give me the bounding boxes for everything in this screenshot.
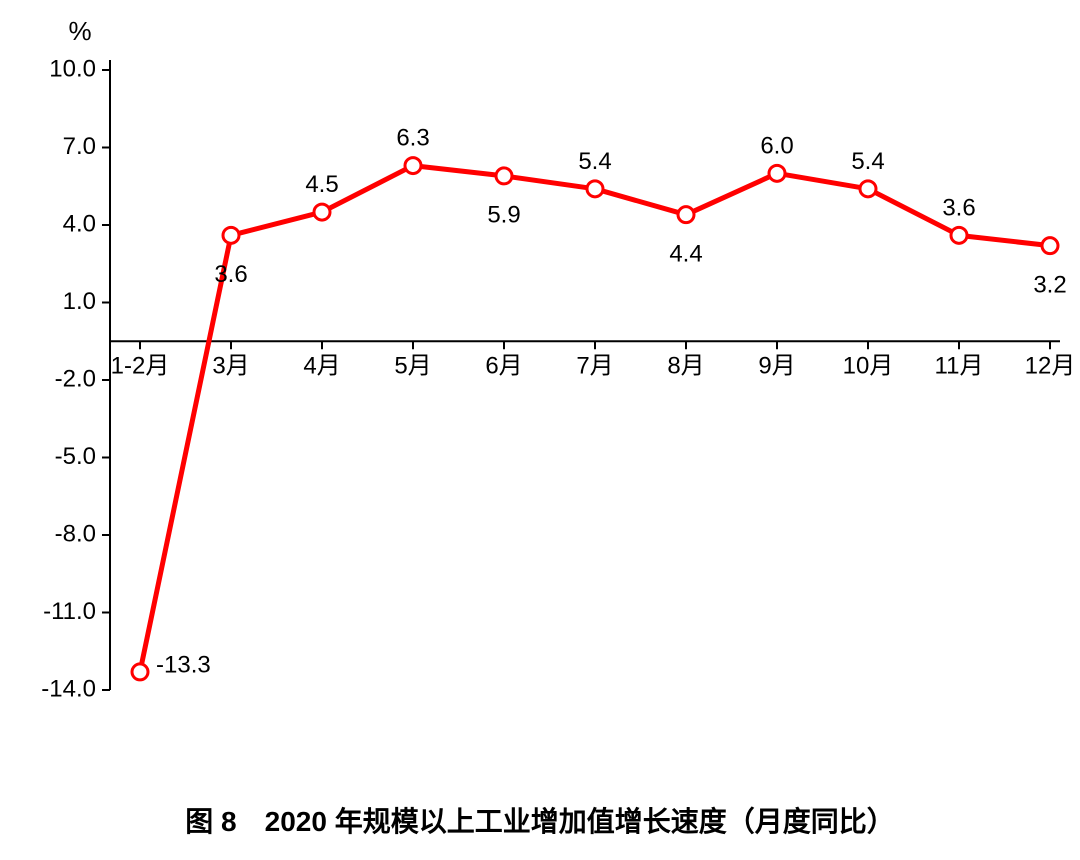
value-label: 6.3: [396, 125, 429, 152]
x-tick-label: 3月: [212, 352, 249, 379]
value-label: 3.2: [1033, 271, 1066, 298]
y-tick-label: -14.0: [41, 675, 96, 702]
x-tick-label: 6月: [485, 352, 522, 379]
y-tick-label: 1.0: [63, 288, 96, 315]
data-marker: [132, 664, 148, 680]
data-marker: [860, 181, 876, 197]
x-tick-label: 8月: [667, 352, 704, 379]
x-tick-label: 11月: [935, 352, 984, 379]
data-marker: [314, 204, 330, 220]
y-tick-label: -5.0: [55, 443, 96, 470]
y-tick-label: 10.0: [49, 55, 96, 82]
y-tick-label: -8.0: [55, 520, 96, 547]
y-tick-label: 7.0: [63, 133, 96, 160]
x-tick-label: 7月: [576, 352, 613, 379]
x-tick-label: 1-2月: [111, 352, 170, 379]
data-line: [140, 166, 1050, 672]
data-marker: [496, 168, 512, 184]
x-tick-label: 9月: [758, 352, 795, 379]
data-marker: [405, 158, 421, 174]
x-tick-label: 10月: [843, 352, 894, 379]
value-label: 5.4: [578, 148, 611, 175]
value-label: -13.3: [156, 651, 211, 678]
value-label: 5.4: [851, 148, 884, 175]
x-tick-label: 5月: [394, 352, 431, 379]
value-label: 3.6: [942, 194, 975, 221]
data-marker: [951, 227, 967, 243]
value-label: 3.6: [214, 261, 247, 288]
value-label: 4.4: [669, 240, 702, 267]
x-tick-label: 4月: [303, 352, 340, 379]
chart-caption: 图 8 2020 年规模以上工业增加值增长速度（月度同比）: [0, 800, 1080, 840]
data-marker: [1042, 238, 1058, 254]
data-marker: [223, 227, 239, 243]
value-label: 6.0: [760, 132, 793, 159]
line-chart: 10.0 7.0 4.0 1.0 -2.0 -5.0 -8.0 -11.0 -14.0% 1-2月…: [0, 0, 1080, 860]
data-marker: [769, 165, 785, 181]
value-label: 5.9: [487, 202, 520, 229]
x-tick-label: 12月: [1025, 352, 1076, 379]
y-tick-label: 4.0: [63, 210, 96, 237]
y-tick-label: -2.0: [55, 365, 96, 392]
data-marker: [587, 181, 603, 197]
value-label: 4.5: [305, 171, 338, 198]
y-tick-label: -11.0: [43, 598, 96, 625]
data-marker: [678, 207, 694, 223]
y-axis-unit: %: [68, 16, 91, 46]
chart-container: 10.0 7.0 4.0 1.0 -2.0 -5.0 -8.0 -11.0 -14.0% 1-2月…: [0, 0, 1080, 860]
